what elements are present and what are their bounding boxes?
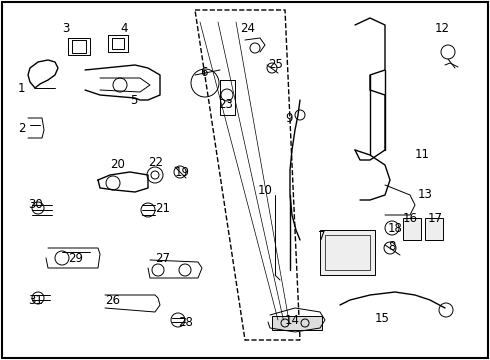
Bar [425,218,443,240]
Text: 12: 12 [435,22,450,35]
Text: 7: 7 [318,230,325,243]
Text: 24: 24 [240,22,255,35]
Text: 23: 23 [218,99,233,112]
Text: 14: 14 [285,314,300,327]
Text: 13: 13 [418,189,433,202]
Text: 15: 15 [375,311,390,324]
Text: 1: 1 [18,81,25,94]
Text: 16: 16 [403,211,418,225]
Text: 11: 11 [415,148,430,162]
Bar [272,316,322,330]
Text: 21: 21 [155,202,170,215]
Text: 28: 28 [178,315,193,328]
Text: 8: 8 [388,240,395,253]
Text: 18: 18 [388,221,403,234]
Text: 22: 22 [148,156,163,168]
Text: 29: 29 [68,252,83,265]
Text: 6: 6 [200,66,207,78]
Text: 25: 25 [268,58,283,72]
Text: 4: 4 [120,22,127,35]
Text: 20: 20 [110,158,125,171]
Bar [320,230,375,275]
Text: 10: 10 [258,184,273,197]
Text: 31: 31 [28,293,43,306]
Text: 5: 5 [130,94,137,107]
Text: 17: 17 [428,211,443,225]
Text: 9: 9 [285,112,293,125]
Text: 19: 19 [175,166,190,179]
Text: 2: 2 [18,122,25,135]
Text: 27: 27 [155,252,170,265]
Text: 26: 26 [105,293,120,306]
Text: 30: 30 [28,198,43,211]
Bar [325,235,370,270]
Text: 3: 3 [62,22,70,35]
Bar [403,218,421,240]
